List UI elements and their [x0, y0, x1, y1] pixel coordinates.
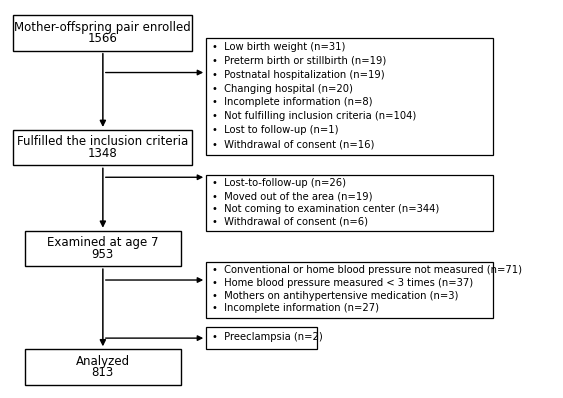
- Text: •  Conventional or home blood pressure not measured (n=71): • Conventional or home blood pressure no…: [212, 265, 522, 275]
- Bar: [206, 262, 493, 318]
- Text: Mother-offspring pair enrolled: Mother-offspring pair enrolled: [15, 21, 191, 33]
- Text: •  Low birth weight (n=31): • Low birth weight (n=31): [212, 42, 346, 52]
- Text: 1348: 1348: [88, 147, 118, 160]
- Text: 1566: 1566: [88, 32, 118, 45]
- Text: 813: 813: [92, 367, 114, 379]
- Bar: [206, 327, 317, 349]
- Text: •  Preeclampsia (n=2): • Preeclampsia (n=2): [212, 332, 323, 342]
- Text: •  Postnatal hospitalization (n=19): • Postnatal hospitalization (n=19): [212, 70, 385, 80]
- Text: •  Incomplete information (n=27): • Incomplete information (n=27): [212, 303, 379, 313]
- Text: 953: 953: [92, 248, 114, 261]
- Text: •  Mothers on antihypertensive medication (n=3): • Mothers on antihypertensive medication…: [212, 291, 458, 300]
- Bar: [206, 38, 493, 154]
- Text: •  Withdrawal of consent (n=16): • Withdrawal of consent (n=16): [212, 139, 374, 149]
- Text: •  Not coming to examination center (n=344): • Not coming to examination center (n=34…: [212, 204, 439, 214]
- Text: Analyzed: Analyzed: [76, 355, 130, 367]
- Bar: [14, 130, 192, 166]
- Text: •  Preterm birth or stillbirth (n=19): • Preterm birth or stillbirth (n=19): [212, 56, 386, 66]
- Text: Examined at age 7: Examined at age 7: [47, 236, 159, 249]
- Text: Fulfilled the inclusion criteria: Fulfilled the inclusion criteria: [17, 135, 189, 148]
- Bar: [25, 349, 181, 385]
- Text: •  Home blood pressure measured < 3 times (n=37): • Home blood pressure measured < 3 times…: [212, 278, 473, 288]
- Text: •  Not fulfilling inclusion criteria (n=104): • Not fulfilling inclusion criteria (n=1…: [212, 111, 417, 121]
- Text: •  Withdrawal of consent (n=6): • Withdrawal of consent (n=6): [212, 216, 368, 226]
- Text: •  Lost-to-follow-up (n=26): • Lost-to-follow-up (n=26): [212, 178, 346, 189]
- Bar: [25, 230, 181, 266]
- Bar: [206, 175, 493, 230]
- Text: •  Incomplete information (n=8): • Incomplete information (n=8): [212, 98, 373, 107]
- Text: •  Changing hospital (n=20): • Changing hospital (n=20): [212, 84, 353, 94]
- Bar: [14, 15, 192, 51]
- Text: •  Lost to follow-up (n=1): • Lost to follow-up (n=1): [212, 125, 338, 135]
- Text: •  Moved out of the area (n=19): • Moved out of the area (n=19): [212, 191, 373, 201]
